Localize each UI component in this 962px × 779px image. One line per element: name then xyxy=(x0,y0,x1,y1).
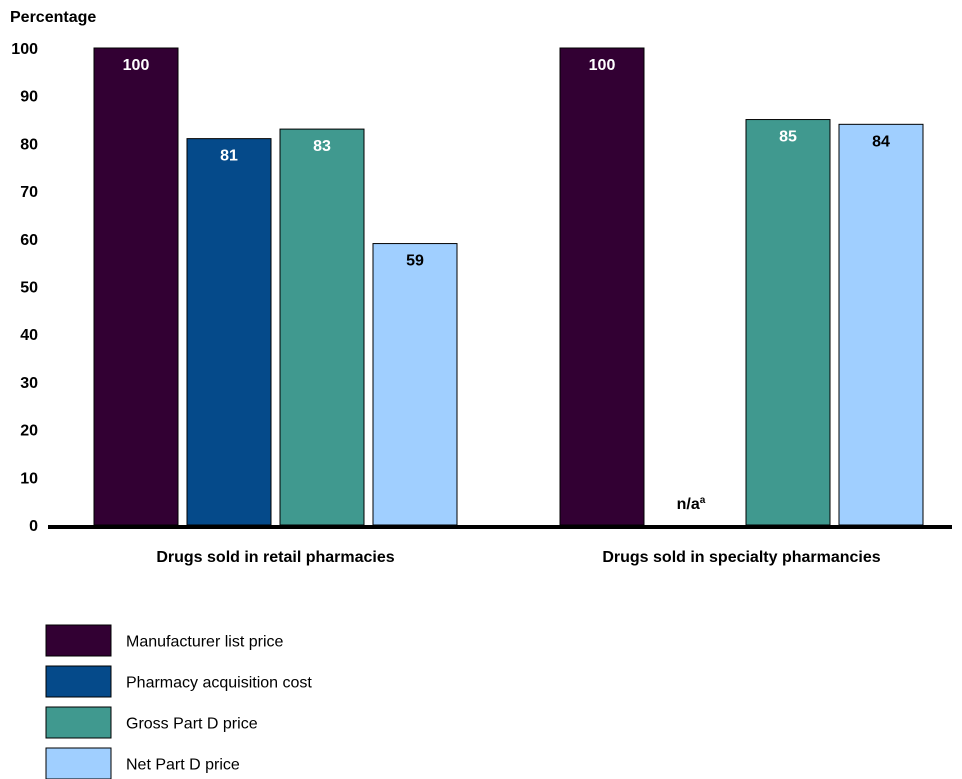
y-tick-label: 70 xyxy=(20,184,38,201)
legend-item: Gross Part D price xyxy=(45,706,258,739)
y-axis-ticks: 0 10 20 30 40 50 60 70 80 90 100 xyxy=(11,41,38,535)
legend: Manufacturer list price Pharmacy acquisit… xyxy=(45,624,312,779)
y-tick-label: 10 xyxy=(20,470,38,487)
y-tick-label: 100 xyxy=(11,41,38,58)
y-axis-title: Percentage xyxy=(10,9,96,26)
legend-item: Net Part D price xyxy=(45,747,240,779)
bar xyxy=(559,47,645,526)
legend-swatch xyxy=(45,747,112,779)
legend-label: Manufacturer list price xyxy=(126,634,283,651)
legend-swatch xyxy=(45,624,112,657)
y-tick-label: 60 xyxy=(20,232,38,249)
bar xyxy=(838,123,924,526)
bar-missing-label: n/aa xyxy=(677,495,706,513)
bar-value-label: 84 xyxy=(872,133,890,150)
legend-item: Pharmacy acquisition cost xyxy=(45,665,312,698)
legend-swatch xyxy=(45,706,112,739)
legend-item: Manufacturer list price xyxy=(45,624,283,657)
bar xyxy=(93,47,179,526)
bar-value-label: 81 xyxy=(220,148,238,165)
bar-value-label: 83 xyxy=(313,138,331,155)
y-tick-label: 0 xyxy=(29,518,38,535)
bar-value-label: 59 xyxy=(406,253,424,270)
bars-layer: 100 81 83 59 100 n/aa 85 84 xyxy=(93,47,924,526)
x-category-label: Drugs sold in retail pharmacies xyxy=(156,549,394,566)
y-tick-label: 30 xyxy=(20,375,38,392)
y-tick-label: 40 xyxy=(20,327,38,344)
bar xyxy=(745,119,831,526)
bar xyxy=(186,138,272,526)
y-tick-label: 50 xyxy=(20,280,38,297)
bar xyxy=(372,243,458,526)
x-axis-categories: Drugs sold in retail pharmacies Drugs sol… xyxy=(156,549,880,566)
legend-label: Pharmacy acquisition cost xyxy=(126,675,312,692)
y-tick-label: 80 xyxy=(20,136,38,153)
legend-swatch xyxy=(45,665,112,698)
bar xyxy=(279,128,365,526)
y-tick-label: 20 xyxy=(20,423,38,440)
bar-value-label: 85 xyxy=(779,129,797,146)
bar-value-label: 100 xyxy=(123,57,150,74)
y-tick-label: 90 xyxy=(20,89,38,106)
legend-label: Net Part D price xyxy=(126,757,240,774)
x-category-label: Drugs sold in specialty pharmancies xyxy=(602,549,880,566)
legend-label: Gross Part D price xyxy=(126,716,258,733)
bar-value-label: 100 xyxy=(589,57,616,74)
